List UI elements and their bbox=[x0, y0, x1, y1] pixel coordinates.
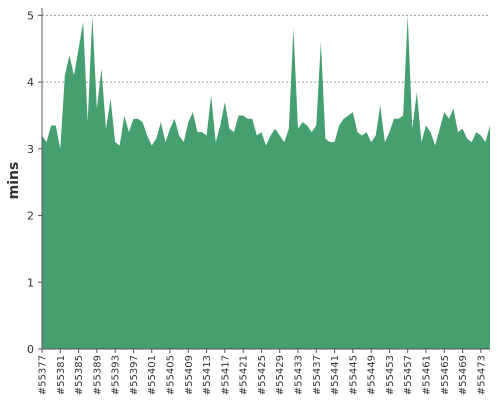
x-tick-label: #55473 bbox=[476, 355, 487, 395]
y-tick-label: 2 bbox=[27, 210, 34, 223]
y-axis-label: mins bbox=[6, 162, 22, 200]
y-tick-label: 3 bbox=[27, 143, 34, 156]
x-tick-label: #55389 bbox=[92, 355, 103, 395]
x-tick-label: #55449 bbox=[367, 355, 378, 395]
x-tick-label: #55417 bbox=[220, 355, 231, 395]
x-tick-label: #55401 bbox=[147, 355, 158, 395]
x-tick-label: #55437 bbox=[312, 355, 323, 395]
x-tick-label: #55469 bbox=[458, 355, 469, 395]
x-tick-label: #55433 bbox=[294, 355, 305, 395]
x-tick-label: #55381 bbox=[56, 355, 67, 395]
x-tick-label: #55413 bbox=[202, 355, 213, 395]
series-area bbox=[41, 15, 491, 350]
y-tick-label: 0 bbox=[27, 343, 34, 356]
x-tick-label: #55461 bbox=[422, 355, 433, 395]
y-tick-label: 1 bbox=[27, 276, 34, 289]
x-tick-label: #55385 bbox=[74, 355, 85, 395]
x-axis-ticks: #55377 #55381 #55385 #55389 #55393 #55397 #554… bbox=[38, 349, 487, 395]
series-area-fill bbox=[42, 15, 490, 350]
x-tick-label: #55457 bbox=[403, 355, 414, 395]
x-tick-label: #55405 bbox=[166, 355, 177, 395]
x-tick-label: #55441 bbox=[330, 355, 341, 395]
x-tick-label: #55429 bbox=[275, 355, 286, 395]
x-tick-label: #55453 bbox=[385, 355, 396, 395]
x-tick-label: #55465 bbox=[440, 355, 451, 395]
x-tick-label: #55445 bbox=[348, 355, 359, 395]
x-tick-label: #55409 bbox=[184, 355, 195, 395]
y-tick-label: 5 bbox=[27, 9, 34, 22]
x-tick-label: #55397 bbox=[129, 355, 140, 395]
x-tick-label: #55393 bbox=[111, 355, 122, 395]
x-tick-label: #55377 bbox=[38, 355, 49, 395]
x-tick-label: #55425 bbox=[257, 355, 268, 395]
y-tick-label: 4 bbox=[27, 76, 34, 89]
x-tick-label: #55421 bbox=[239, 355, 250, 395]
y-axis-ticks: 0 1 2 3 4 5 bbox=[27, 9, 42, 356]
